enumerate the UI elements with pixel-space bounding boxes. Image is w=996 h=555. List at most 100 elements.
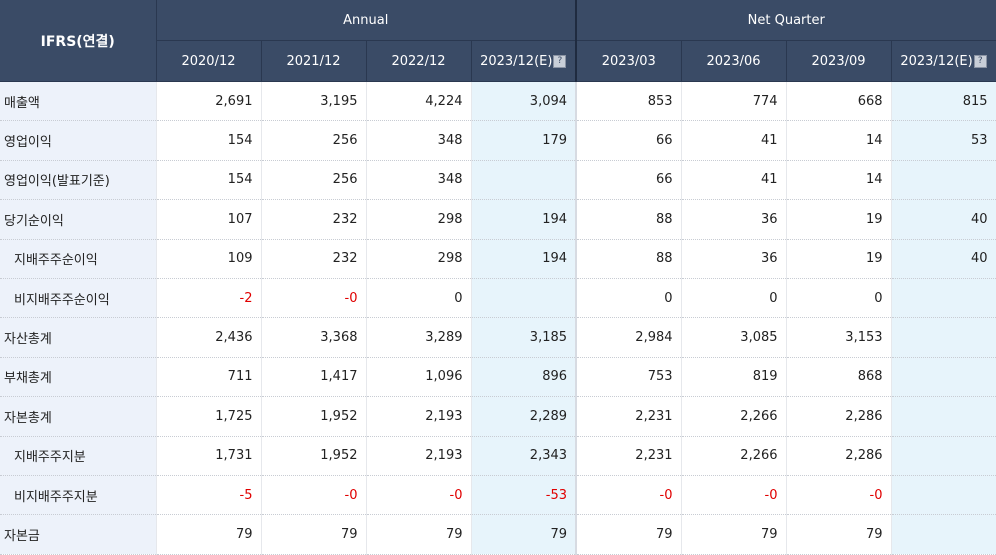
table-cell: 154 (156, 160, 262, 201)
table-cell: 2,289 (471, 396, 577, 437)
table-cell: 711 (156, 357, 262, 398)
table-cell: -0 (681, 475, 787, 516)
table-cell: 668 (786, 81, 892, 122)
table-cell: 3,289 (366, 317, 472, 358)
period-label: 2023/03 (601, 53, 656, 69)
period-header-6: 2023/09 (786, 40, 892, 82)
table-cell: 2,231 (575, 396, 682, 437)
table-cell: -0 (786, 475, 892, 516)
annual-group-header: Annual (156, 0, 577, 41)
table-cell: 298 (366, 239, 472, 279)
table-cell: 774 (681, 81, 787, 122)
table-cell: 1,731 (156, 436, 262, 476)
table-cell: 853 (575, 81, 682, 122)
table-body: 매출액 2,691 3,195 4,224 3,094 853 774 668 815 영업이익 1… (0, 81, 996, 555)
period-label: 2023/06 (706, 53, 761, 69)
table-row: 매출액 2,691 3,195 4,224 3,094 853 774 668 815 (0, 81, 996, 122)
table-cell: 2,691 (156, 81, 262, 122)
period-header-3: 2023/12(E)? (471, 40, 577, 82)
table-cell: 109 (156, 239, 262, 279)
table-row: 자본금 79 79 79 79 79 79 79 (0, 514, 996, 555)
table-cell: 2,266 (681, 396, 787, 437)
table-cell (891, 396, 996, 437)
table-cell: 896 (471, 357, 577, 398)
table-cell: -0 (575, 475, 682, 516)
table-cell: 179 (471, 120, 577, 161)
row-label: 자본금 (0, 514, 157, 555)
table-cell: 2,286 (786, 436, 892, 476)
table-cell: 0 (681, 278, 787, 319)
table-row: 자산총계 2,436 3,368 3,289 3,185 2,984 3,085 3,153 (0, 317, 996, 358)
corner-label: IFRS(연결) (0, 0, 157, 82)
table-cell: 1,096 (366, 357, 472, 398)
table-cell: 298 (366, 199, 472, 240)
row-label: 당기순이익 (0, 199, 157, 240)
table-row: 비지배주주지분 -5 -0 -0 -53 -0 -0 -0 (0, 475, 996, 516)
table-cell: -0 (261, 475, 367, 516)
row-label: 비지배주주지분 (0, 475, 157, 516)
table-cell: 14 (786, 120, 892, 161)
table-cell (891, 436, 996, 476)
table-cell: 1,952 (261, 436, 367, 476)
question-mark-icon[interactable]: ? (973, 54, 987, 68)
table-cell: 40 (891, 239, 996, 279)
table-cell: 53 (891, 120, 996, 161)
table-row: 지배주주순이익 109 232 298 194 88 36 19 40 (0, 239, 996, 279)
table-cell: 819 (681, 357, 787, 398)
table-cell: 14 (786, 160, 892, 201)
table-cell: 348 (366, 120, 472, 161)
table-cell: -0 (366, 475, 472, 516)
table-cell: 79 (575, 514, 682, 555)
table-cell: 19 (786, 239, 892, 279)
table-cell: 1,952 (261, 396, 367, 437)
table-row: 비지배주주순이익 -2 -0 0 0 0 0 (0, 278, 996, 319)
table-cell: 4,224 (366, 81, 472, 122)
header-period-row: 2020/12 2021/12 2022/12 2023/12(E)? 2023/03 2… (0, 40, 996, 82)
table-cell: 3,085 (681, 317, 787, 358)
table-cell: 3,368 (261, 317, 367, 358)
row-label: 자산총계 (0, 317, 157, 358)
table-cell: 753 (575, 357, 682, 398)
table-cell: 2,984 (575, 317, 682, 358)
table-cell: 0 (575, 278, 682, 319)
table-cell: 815 (891, 81, 996, 122)
row-label: 매출액 (0, 81, 157, 122)
table-cell: 2,436 (156, 317, 262, 358)
period-header-1: 2021/12 (261, 40, 367, 82)
row-label: 부채총계 (0, 357, 157, 398)
table-cell: 41 (681, 160, 787, 201)
table-row: 자본총계 1,725 1,952 2,193 2,289 2,231 2,266 2,286 (0, 396, 996, 437)
row-label: 비지배주주순이익 (0, 278, 157, 319)
table-cell: 41 (681, 120, 787, 161)
question-mark-icon[interactable]: ? (553, 54, 567, 68)
table-cell: 232 (261, 199, 367, 240)
table-cell: 88 (575, 199, 682, 240)
row-label: 지배주주순이익 (0, 239, 157, 279)
table-cell: 154 (156, 120, 262, 161)
period-header-2: 2022/12 (366, 40, 472, 82)
table-cell: 36 (681, 199, 787, 240)
table-cell (891, 278, 996, 319)
table-cell: 194 (471, 199, 577, 240)
row-label: 자본총계 (0, 396, 157, 437)
row-label: 지배주주지분 (0, 436, 157, 476)
row-label: 영업이익(발표기준) (0, 160, 157, 201)
table-cell: 66 (575, 120, 682, 161)
table-cell (471, 278, 577, 319)
row-label: 영업이익 (0, 120, 157, 161)
table-cell: 107 (156, 199, 262, 240)
period-header-7: 2023/12(E)? (891, 40, 996, 82)
table-cell (891, 475, 996, 516)
table-cell: 194 (471, 239, 577, 279)
table-cell (891, 357, 996, 398)
table-cell: 36 (681, 239, 787, 279)
table-cell: -2 (156, 278, 262, 319)
period-label: 2022/12 (391, 53, 446, 69)
table-row: 영업이익(발표기준) 154 256 348 66 41 14 (0, 160, 996, 201)
period-header-5: 2023/06 (681, 40, 787, 82)
table-row: 지배주주지분 1,731 1,952 2,193 2,343 2,231 2,266 2,28… (0, 436, 996, 476)
table-cell: 40 (891, 199, 996, 240)
period-label: 2021/12 (286, 53, 341, 69)
table-cell (471, 160, 577, 201)
